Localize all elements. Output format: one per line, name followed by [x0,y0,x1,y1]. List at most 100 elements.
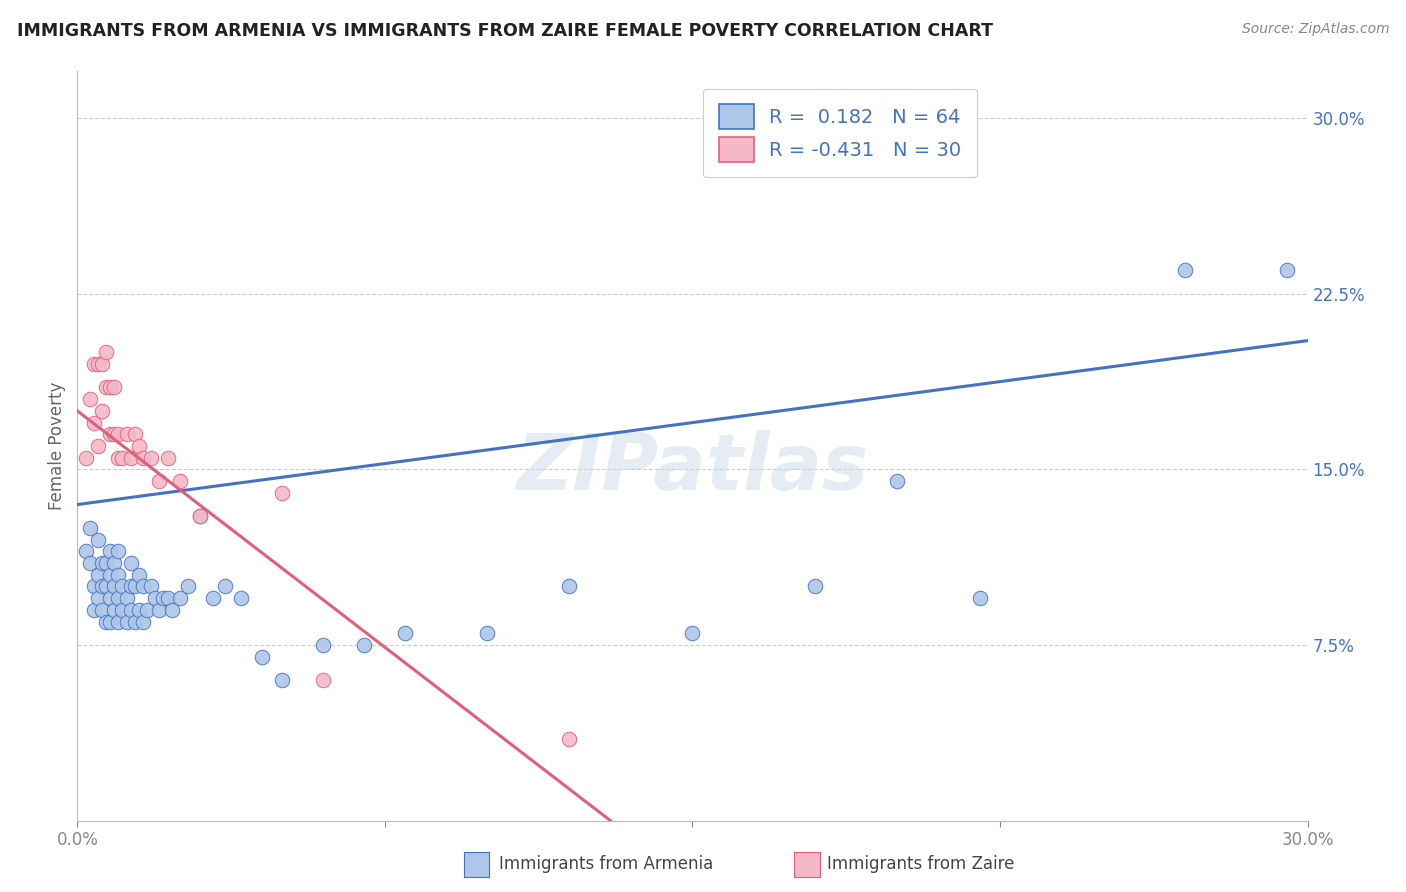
Text: Immigrants from Zaire: Immigrants from Zaire [827,855,1014,873]
Point [188,509,212,524]
Point [120,556,142,570]
Point [312,673,335,688]
Point [124,580,146,594]
Point [353,638,375,652]
Point [107,615,129,629]
Point [103,556,125,570]
Point [90,580,114,594]
Point [312,638,335,652]
Point [98,591,121,606]
Point [214,580,236,594]
Point [124,615,146,629]
Point [103,380,125,394]
Point [152,591,174,606]
Point [75,544,97,558]
Point [271,673,294,688]
Text: ZIPatlas: ZIPatlas [516,431,869,507]
Point [87,591,110,606]
Text: Source: ZipAtlas.com: Source: ZipAtlas.com [1241,22,1389,37]
Point [107,591,129,606]
Point [87,439,110,453]
Point [79,556,101,570]
Point [94,556,117,570]
Point [90,556,114,570]
Point [558,731,581,746]
Point [188,509,212,524]
Point [169,474,191,488]
Point [558,580,581,594]
Point [477,626,499,640]
Point [83,603,105,617]
Point [120,450,142,465]
Point [120,603,142,617]
Point [98,380,121,394]
Point [90,603,114,617]
Point [103,427,125,442]
Point [98,427,121,442]
Point [90,404,114,418]
Point [177,580,200,594]
Point [94,580,117,594]
Point [148,474,170,488]
Point [87,567,110,582]
Point [107,544,129,558]
Point [201,591,224,606]
Point [103,580,125,594]
Point [111,450,134,465]
Point [120,580,142,594]
Point [107,567,129,582]
Point [156,591,179,606]
Point [94,380,117,394]
Point [804,580,827,594]
Point [271,485,294,500]
Point [128,439,150,453]
Point [143,591,166,606]
Point [111,603,134,617]
Point [90,357,114,371]
Point [969,591,991,606]
Point [111,580,134,594]
Point [132,580,155,594]
Point [79,521,101,535]
Point [103,603,125,617]
Point [886,474,908,488]
Point [141,580,163,594]
Point [94,345,117,359]
Legend: R =  0.182   N = 64, R = -0.431   N = 30: R = 0.182 N = 64, R = -0.431 N = 30 [703,88,977,178]
Point [128,603,150,617]
Point [124,427,146,442]
Point [141,450,163,465]
Point [107,450,129,465]
Point [148,603,170,617]
Point [94,615,117,629]
Point [83,580,105,594]
Y-axis label: Female Poverty: Female Poverty [48,382,66,510]
Point [98,615,121,629]
Point [75,450,97,465]
Text: IMMIGRANTS FROM ARMENIA VS IMMIGRANTS FROM ZAIRE FEMALE POVERTY CORRELATION CHAR: IMMIGRANTS FROM ARMENIA VS IMMIGRANTS FR… [17,22,993,40]
Point [231,591,253,606]
Point [115,591,138,606]
Point [115,427,138,442]
Point [136,603,159,617]
Text: Immigrants from Armenia: Immigrants from Armenia [499,855,713,873]
Point [682,626,704,640]
Point [1174,263,1197,277]
Point [98,567,121,582]
Point [394,626,416,640]
Point [132,615,155,629]
Point [83,357,105,371]
Point [87,533,110,547]
Point [250,649,273,664]
Point [79,392,101,407]
Point [115,615,138,629]
Point [160,603,183,617]
Point [87,357,110,371]
Point [128,567,150,582]
Point [156,450,179,465]
Point [107,427,129,442]
Point [83,416,105,430]
Point [98,544,121,558]
Point [1275,263,1298,277]
Point [169,591,191,606]
